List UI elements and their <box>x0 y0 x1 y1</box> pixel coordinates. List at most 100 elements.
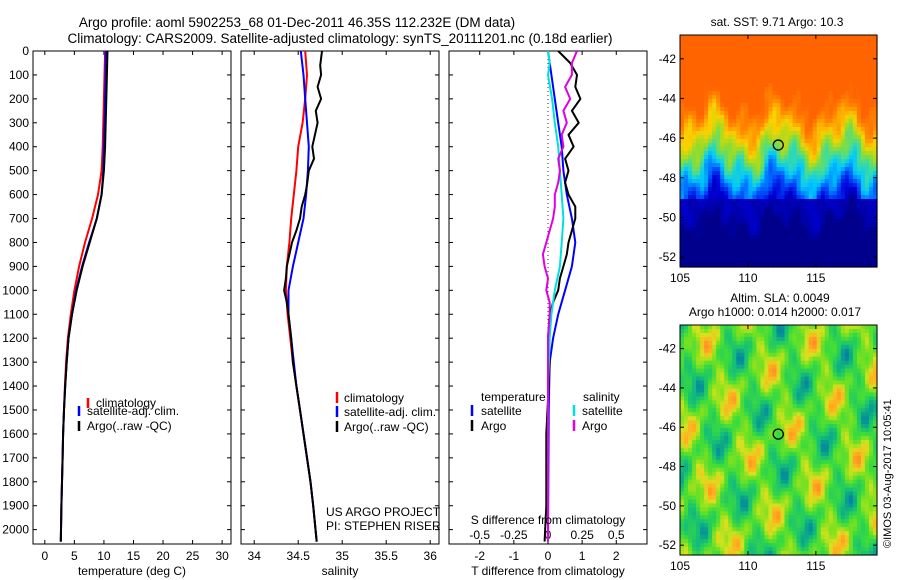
map-cell <box>724 467 729 473</box>
map-cell <box>768 388 774 394</box>
map-cell <box>832 107 838 112</box>
depth-tick-label: 1200 <box>2 331 29 345</box>
map-cell <box>720 87 725 92</box>
map-cell <box>808 368 814 374</box>
map-cell <box>768 408 774 413</box>
map-cell <box>844 179 850 184</box>
map-cell <box>724 332 729 338</box>
map-cell <box>732 111 737 116</box>
map-cell <box>840 107 846 112</box>
map-cell <box>760 243 766 248</box>
map-cell <box>712 364 717 370</box>
map-cell <box>748 123 753 128</box>
map-cell <box>820 420 826 425</box>
map-cell <box>692 263 697 268</box>
map-cell <box>768 103 774 108</box>
map-cell <box>844 432 850 437</box>
map-cell <box>788 47 794 52</box>
map-cell <box>856 451 862 457</box>
map-cell <box>772 35 778 40</box>
map-cell <box>692 416 697 421</box>
map-cell <box>768 352 774 358</box>
map-cell <box>712 432 717 437</box>
map-cell <box>816 71 822 76</box>
map-cell <box>684 364 689 370</box>
map-cell <box>840 119 846 124</box>
map-cell <box>872 139 878 144</box>
map-cell <box>852 175 858 180</box>
map-cell <box>696 247 701 252</box>
map-cell <box>748 199 753 204</box>
map-cell <box>804 251 810 256</box>
map-cell <box>820 127 826 132</box>
map-cell <box>696 416 701 421</box>
map-cell <box>768 223 774 228</box>
map-cell <box>796 203 802 208</box>
map-cell <box>804 451 810 457</box>
map-cell <box>708 211 713 216</box>
map-cell <box>784 111 790 116</box>
map-cell <box>772 163 778 168</box>
map-cell <box>760 151 766 156</box>
map-cell <box>680 447 685 453</box>
map-cell <box>744 471 749 477</box>
map-cell <box>712 35 717 40</box>
map-cell <box>848 471 854 477</box>
map-cell <box>680 127 685 132</box>
map-cell <box>824 459 830 465</box>
map-cell <box>812 167 818 172</box>
map-cell <box>832 235 838 240</box>
map-cell <box>788 467 794 473</box>
map-cell <box>684 227 689 232</box>
map-cell <box>688 420 693 425</box>
map-cell <box>684 63 689 68</box>
map-cell <box>696 239 701 244</box>
map-cell <box>868 155 874 160</box>
map-cell <box>800 380 806 386</box>
map-cell <box>840 243 846 248</box>
map-cell <box>716 163 721 168</box>
map-cell <box>724 159 729 164</box>
map-cell <box>792 239 798 244</box>
map-cell <box>792 325 798 330</box>
salinity-x-axis: 34 34.5 35 35.5 36 <box>248 51 437 563</box>
map-cell <box>856 63 862 68</box>
map-cell <box>760 263 766 268</box>
map-cell <box>708 87 713 92</box>
map-cell <box>796 436 802 441</box>
map-cell <box>808 135 814 140</box>
map-cell <box>848 400 854 405</box>
map-cell <box>756 332 762 338</box>
map-cell <box>812 179 818 184</box>
map-cell <box>764 263 770 268</box>
map-cell <box>712 251 717 256</box>
map-cell <box>832 75 838 80</box>
map-cell <box>736 380 741 386</box>
map-cell <box>744 459 749 465</box>
map-cell <box>804 467 810 473</box>
map-cell <box>792 51 798 56</box>
map-cell <box>824 55 830 60</box>
map-cell <box>820 51 826 56</box>
difference-panel: -2 -1 0 1 2-0.5 -0.25 0 0.25 0.5 T difference fr… <box>448 50 648 578</box>
map-cell <box>820 384 826 390</box>
map-cell <box>684 215 689 220</box>
sst-map-panel: sat. SST: 9.71 Argo: 10.3 105 110 115-42-4… <box>659 15 878 285</box>
map-cell <box>852 325 858 330</box>
map-cell <box>768 396 774 401</box>
x-tick-label: 2 <box>613 549 620 563</box>
map-cell <box>832 47 838 52</box>
map-cell <box>736 179 741 184</box>
map-cell <box>684 183 689 188</box>
map-cell <box>704 364 709 370</box>
map-cell <box>712 131 717 136</box>
map-cell <box>696 115 701 120</box>
map-cell <box>688 463 693 469</box>
map-cell <box>832 243 838 248</box>
map-cell <box>844 348 850 354</box>
map-cell <box>716 75 721 80</box>
map-cell <box>700 340 705 346</box>
map-cell <box>872 83 878 88</box>
map-cell <box>712 171 717 176</box>
map-cell <box>808 424 814 429</box>
